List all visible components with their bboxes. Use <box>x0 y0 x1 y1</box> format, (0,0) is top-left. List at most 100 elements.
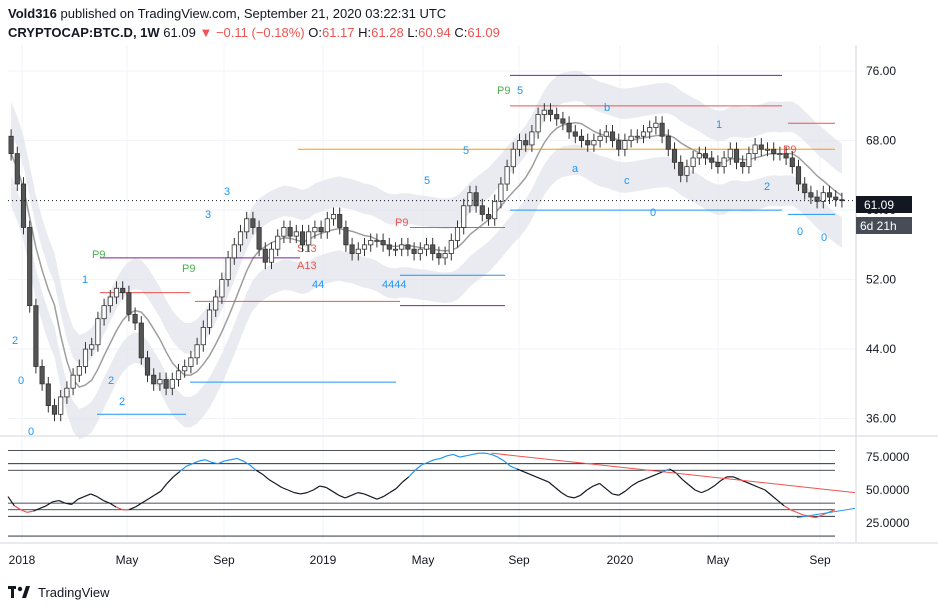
candle <box>721 157 727 168</box>
high-label: H: <box>358 25 372 40</box>
oscillator-segment <box>332 490 340 496</box>
candle <box>82 348 89 367</box>
oscillator-segment <box>624 485 632 492</box>
setup-count-label: 0 <box>797 226 803 238</box>
oscillator-segment <box>529 473 537 478</box>
oscillator-segment <box>707 485 715 491</box>
candle <box>386 244 392 250</box>
oscillator-segment <box>713 480 721 487</box>
oscillator-segment <box>758 486 766 491</box>
setup-count-label: 0 <box>650 207 656 219</box>
oscillator-segment <box>434 457 441 461</box>
tradingview-logo-icon <box>8 586 30 598</box>
oscillator-segment <box>580 489 588 496</box>
setup-count-label: P9 <box>497 85 510 97</box>
candle <box>20 183 27 228</box>
setup-count-label: 5 <box>463 145 469 157</box>
candle <box>808 192 814 198</box>
candle <box>585 140 591 146</box>
setup-count-label: 3 <box>224 186 230 198</box>
candle <box>678 161 684 176</box>
candle <box>609 131 616 141</box>
candle <box>547 109 554 115</box>
candle <box>306 231 312 246</box>
candle <box>107 296 113 307</box>
candle <box>783 153 789 159</box>
candle <box>740 161 746 168</box>
oscillator-segment <box>109 502 117 508</box>
candle <box>684 166 690 176</box>
candle <box>597 135 603 141</box>
oscillator-segment <box>351 492 359 496</box>
candle <box>330 214 337 220</box>
candle <box>39 366 45 385</box>
oscillator-segment <box>26 510 34 513</box>
tradingview-logo[interactable]: TradingView <box>8 584 110 600</box>
oscillator-segment <box>465 453 473 457</box>
candle <box>492 200 498 220</box>
oscillator-segment <box>268 478 276 484</box>
setup-count-label: 2 <box>119 396 125 408</box>
candle <box>126 292 132 315</box>
candle <box>671 148 678 163</box>
oscillator-segment <box>777 500 785 507</box>
open-label: O: <box>308 25 322 40</box>
oscillator-segment <box>516 468 524 473</box>
candle <box>262 248 268 263</box>
oscillator-segment <box>217 460 225 465</box>
published-info: published on TradingView.com, September … <box>60 6 447 21</box>
oscillator-segment <box>7 496 15 507</box>
oscillator-segment <box>427 459 435 463</box>
indicator-band <box>11 70 842 366</box>
candle <box>802 183 808 194</box>
x-tick-label: May <box>116 553 139 567</box>
oscillator-segment <box>281 486 289 491</box>
oscillator-segment <box>338 494 346 499</box>
oscillator-segment <box>701 489 708 494</box>
setup-count-label: 1 <box>716 119 722 131</box>
oscillator-segment <box>179 465 187 473</box>
close-value: 61.09 <box>467 25 500 40</box>
author-name: Vold316 <box>8 6 57 21</box>
candle <box>554 114 560 120</box>
oscillator-segment <box>459 455 467 458</box>
oscillator-segment <box>344 494 352 499</box>
setup-count-label: 0 <box>18 375 24 387</box>
candle <box>70 374 76 389</box>
oscillator-segment <box>20 509 28 513</box>
candle <box>287 227 293 237</box>
candle <box>820 192 826 202</box>
oscillator-segment <box>745 481 753 486</box>
oscillator-segment <box>815 514 823 519</box>
oscillator-segment <box>453 453 460 458</box>
candle <box>430 244 436 254</box>
candle <box>8 135 14 155</box>
candle <box>690 157 696 168</box>
oscillator-segment <box>681 479 690 486</box>
oscillator-segment <box>523 471 530 475</box>
candle <box>237 231 244 246</box>
candle <box>541 109 547 115</box>
setup-count-label: b <box>604 102 610 114</box>
oscillator-segment <box>612 493 619 496</box>
candle <box>535 114 541 133</box>
oscillator-segment <box>395 481 403 490</box>
oscillator-segment <box>255 469 263 475</box>
candle <box>188 357 194 367</box>
candle <box>132 313 138 324</box>
oscillator-segment <box>732 476 740 481</box>
oscillator-segment <box>243 460 251 466</box>
candle <box>405 244 411 250</box>
candle <box>622 140 628 150</box>
candle <box>665 135 671 150</box>
oscillator-segment <box>115 506 123 511</box>
candle <box>45 383 51 406</box>
oscillator-segment <box>421 461 429 466</box>
candle <box>653 122 659 128</box>
oscillator-segment <box>510 465 518 470</box>
oscillator-segment <box>230 457 238 461</box>
oscillator-segment <box>637 478 645 483</box>
setup-count-label: 0 <box>821 232 827 244</box>
setup-count-label: a <box>572 163 579 175</box>
